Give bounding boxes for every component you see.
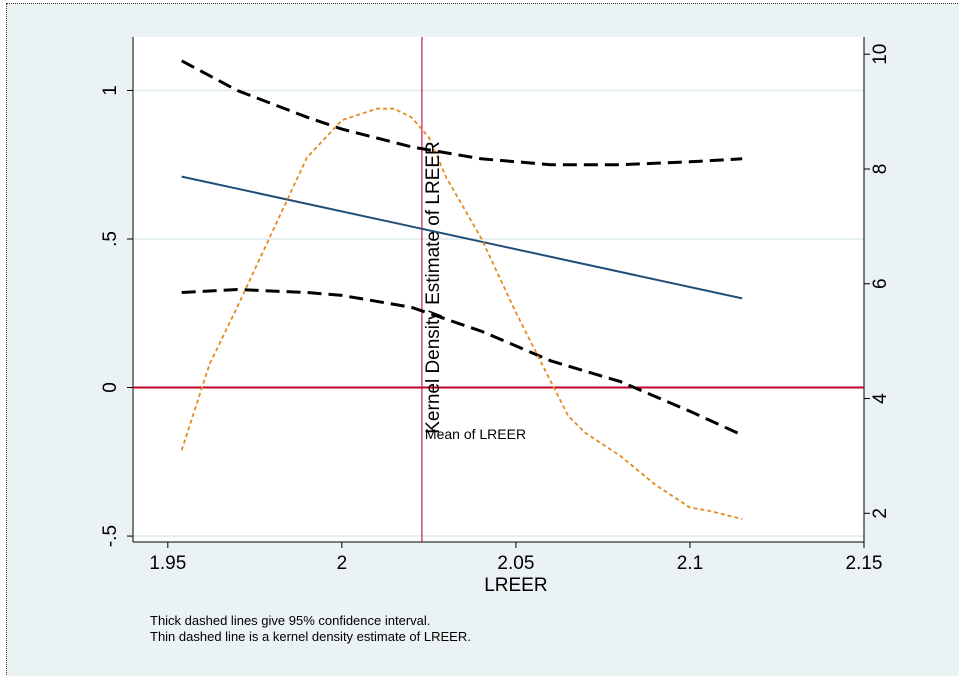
series-line-lower_ci	[181, 287, 743, 437]
note-ci: Thick dashed lines give 95% confidence i…	[150, 613, 431, 628]
y-tick-label-0: -.5	[100, 525, 121, 547]
y-tick-label-2: .5	[100, 231, 121, 247]
y2-tick-label-4: 10	[870, 44, 891, 65]
note-kde: Thin dashed line is a kernel density est…	[150, 629, 471, 644]
series-line-estimate	[181, 175, 743, 300]
y2-tick-label-0: 2	[870, 508, 891, 519]
y-tick-label-1: 0	[100, 382, 121, 393]
plot-background	[133, 37, 864, 542]
figure-frame: 1.95 2 2.05 2.1 2.15 LREER -.5 0 .5 1 2 4 6 8 10 Kernel…	[6, 3, 959, 676]
series-line-kernel_density	[180, 107, 743, 520]
x-tick-label-2: 2.05	[497, 553, 534, 574]
x-axis-title: LREER	[484, 575, 547, 596]
y2-tick-label-1: 4	[870, 393, 891, 404]
x-tick-label-4: 2.15	[846, 553, 883, 574]
y2-axis-title: Kernel Density Estimate of LREER	[423, 141, 444, 434]
y-tick-label-3: 1	[100, 85, 121, 96]
chart: 1.95 2 2.05 2.1 2.15 LREER -.5 0 .5 1 2 4 6 8 10 Kernel…	[7, 4, 959, 676]
x-tick-label-3: 2.1	[677, 553, 703, 574]
x-tick-label-0: 1.95	[149, 553, 186, 574]
x-tick-label-1: 2	[337, 553, 348, 574]
mean-line-label: Mean of LREER	[425, 426, 526, 442]
y2-tick-label-3: 8	[870, 164, 891, 175]
series-line-upper_ci	[180, 59, 743, 167]
y2-tick-label-2: 6	[870, 278, 891, 289]
